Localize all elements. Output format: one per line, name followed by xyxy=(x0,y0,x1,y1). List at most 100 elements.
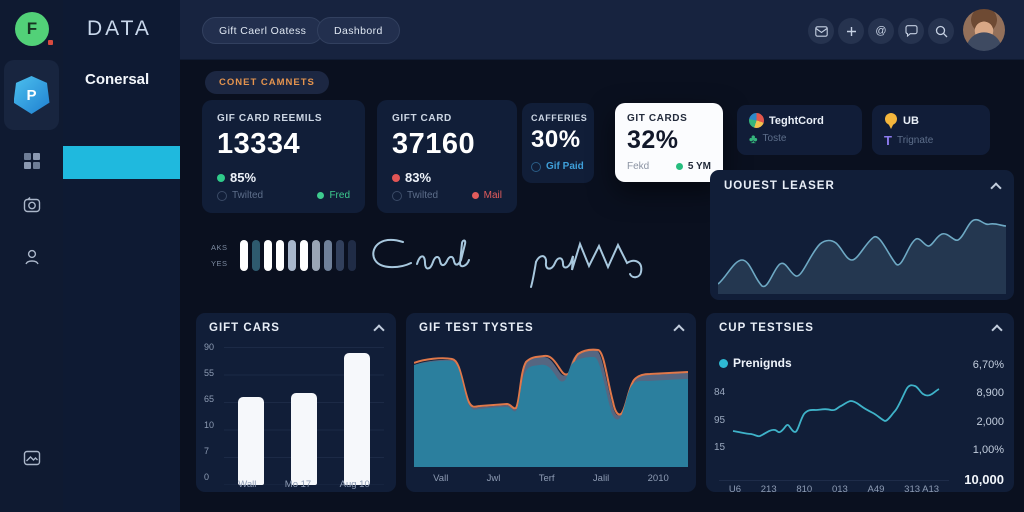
value-label: 2,000 xyxy=(976,415,1004,428)
kpi-card-gift-card[interactable]: GIFT CARD 37160 83% Twilted Mail xyxy=(377,100,517,213)
y-tick-label: 55 xyxy=(204,368,215,378)
y-tick-label: 95 xyxy=(714,414,726,426)
bar xyxy=(344,353,371,485)
search-button[interactable] xyxy=(928,18,954,44)
spark-pill xyxy=(336,240,344,271)
user-icon xyxy=(24,249,39,264)
kpi-title: GIT CARDS xyxy=(627,113,688,124)
menu-section-label[interactable]: Conersal xyxy=(85,71,150,88)
line-chart-value-column: 6,70% 8,900 2,000 1,00% 10,000 xyxy=(964,359,1004,487)
kpi-card-cafferies[interactable]: CAFFERIES 30% Gif Paid xyxy=(522,103,594,183)
bar-chart-x-axis: Wall Mo 17 Aug 10 xyxy=(224,479,384,490)
tab-label: Dashbord xyxy=(334,24,383,37)
x-tick-label: Jalil xyxy=(592,473,610,484)
status-dot-icon xyxy=(392,173,400,182)
spark-pill-row xyxy=(240,240,356,271)
spark-pill xyxy=(300,240,308,271)
sidebar-item-home[interactable]: P xyxy=(4,60,59,130)
kpi-link[interactable]: Gif Paid xyxy=(546,161,584,172)
mini-card-ub[interactable]: UB T Trignate xyxy=(872,105,990,155)
panel-uouest-leaser: UOUEST LEASER xyxy=(710,170,1014,300)
mini-sub: Toste xyxy=(762,133,787,144)
spark-pill xyxy=(324,240,332,271)
panel-title: GIF TEST TYSTES xyxy=(419,322,534,334)
tab-gift-card[interactable]: Gift Caerl Oatess xyxy=(202,17,324,44)
kpi-card-reemils[interactable]: GIF CARD REEMILS 13334 85% Twilted Fred xyxy=(202,100,365,213)
app-logo[interactable]: F xyxy=(15,12,53,46)
kpi-value: 32% xyxy=(627,126,679,154)
pin-icon xyxy=(884,113,898,129)
search-icon xyxy=(935,25,947,37)
bar xyxy=(237,397,264,485)
spark-pill xyxy=(348,240,356,271)
sidebar-item-cards[interactable] xyxy=(18,191,45,218)
value-label: 10,000 xyxy=(964,472,1004,487)
add-button[interactable] xyxy=(838,18,864,44)
kpi-sub-right: Fred xyxy=(329,190,350,201)
pie-icon xyxy=(749,113,764,128)
chevron-up-icon[interactable] xyxy=(990,182,1002,194)
value-label: 1,00% xyxy=(972,443,1004,456)
mini-card-teghtcord[interactable]: TeghtCord ♣ Toste xyxy=(737,105,862,155)
legend-item[interactable]: Prenignds xyxy=(719,356,792,370)
x-tick-label: 313 A13 xyxy=(904,484,940,495)
kpi-sub-left: Fekd xyxy=(627,161,650,172)
chevron-up-icon[interactable] xyxy=(991,324,1003,336)
kpi-title: GIFT CARD xyxy=(392,113,452,124)
ghost-dot-icon xyxy=(217,190,227,201)
value-label: 8,900 xyxy=(976,387,1004,400)
panel-title: UOUEST LEASER xyxy=(724,180,835,192)
line-chart-x-axis: U6 213 810 013 A49 313 A13 xyxy=(719,480,949,495)
spark-pill xyxy=(312,240,320,271)
at-icon: @ xyxy=(875,25,887,37)
kpi-card-git-cards[interactable]: GIT CARDS 32% Fekd 5 YM xyxy=(615,103,723,182)
kpi-percent: 85% xyxy=(230,170,257,185)
mail-icon xyxy=(814,25,828,37)
kpi-percent: 83% xyxy=(405,170,432,185)
user-avatar[interactable] xyxy=(963,9,1005,51)
ghost-dot-icon xyxy=(531,161,541,172)
tab-dashboard[interactable]: Dashbord xyxy=(317,17,400,44)
menu-active-item[interactable] xyxy=(63,146,180,179)
spark-pill xyxy=(288,240,296,271)
mail-button[interactable] xyxy=(808,18,834,44)
chevron-up-icon[interactable] xyxy=(373,324,385,336)
panel-gift-cars: GIFT CARS 90 55 65 10 7 0 Wall Mo 17 Aug 10 xyxy=(196,313,396,492)
mini-title: TeghtCord xyxy=(769,114,824,127)
sidebar-item-dashboard[interactable] xyxy=(18,147,45,174)
mini-title: UB xyxy=(903,115,919,127)
y-tick-label: 7 xyxy=(204,446,210,456)
mini-sub: Trignate xyxy=(896,135,934,146)
y-tick-label: 84 xyxy=(714,387,726,398)
x-tick-label: A49 xyxy=(867,484,885,495)
grid-icon xyxy=(23,152,40,169)
y-tick-label: 10 xyxy=(204,420,215,430)
line-chart xyxy=(732,384,940,438)
bar-chart-bars xyxy=(224,347,384,485)
uouest-area-chart xyxy=(718,218,1006,294)
bar-chart-y-axis: 90 55 65 10 7 0 xyxy=(204,342,214,482)
panel-title: GIFT CARS xyxy=(209,322,280,334)
menu-sidebar xyxy=(63,0,180,512)
mentions-button[interactable]: @ xyxy=(868,18,894,44)
t-icon: T xyxy=(884,133,892,148)
kpi-value: 30% xyxy=(531,126,581,153)
spark-pill xyxy=(264,240,272,271)
chevron-up-icon[interactable] xyxy=(673,324,685,336)
x-tick-label: Mo 17 xyxy=(284,479,312,490)
spark-pill xyxy=(252,240,260,271)
y-tick-label: 15 xyxy=(714,442,726,453)
ghost-dot-icon xyxy=(392,190,402,201)
sidebar-item-media[interactable] xyxy=(18,444,45,471)
sidebar-item-users[interactable] xyxy=(18,243,45,270)
icon-sidebar: F P xyxy=(0,0,63,512)
legend-label: Prenignds xyxy=(733,356,792,370)
tab-label: Gift Caerl Oatess xyxy=(219,24,307,37)
area-chart-x-axis: Vall Jwl Terf Jalil 2010 xyxy=(414,473,688,484)
kpi-value: 13334 xyxy=(217,128,301,160)
panel-title: CUP TESTSIES xyxy=(719,322,814,334)
logo-glyph-icon: F xyxy=(26,19,38,38)
chat-button[interactable] xyxy=(898,18,924,44)
y-tick-label: 65 xyxy=(204,394,215,404)
x-tick-label: Terf xyxy=(538,473,555,484)
